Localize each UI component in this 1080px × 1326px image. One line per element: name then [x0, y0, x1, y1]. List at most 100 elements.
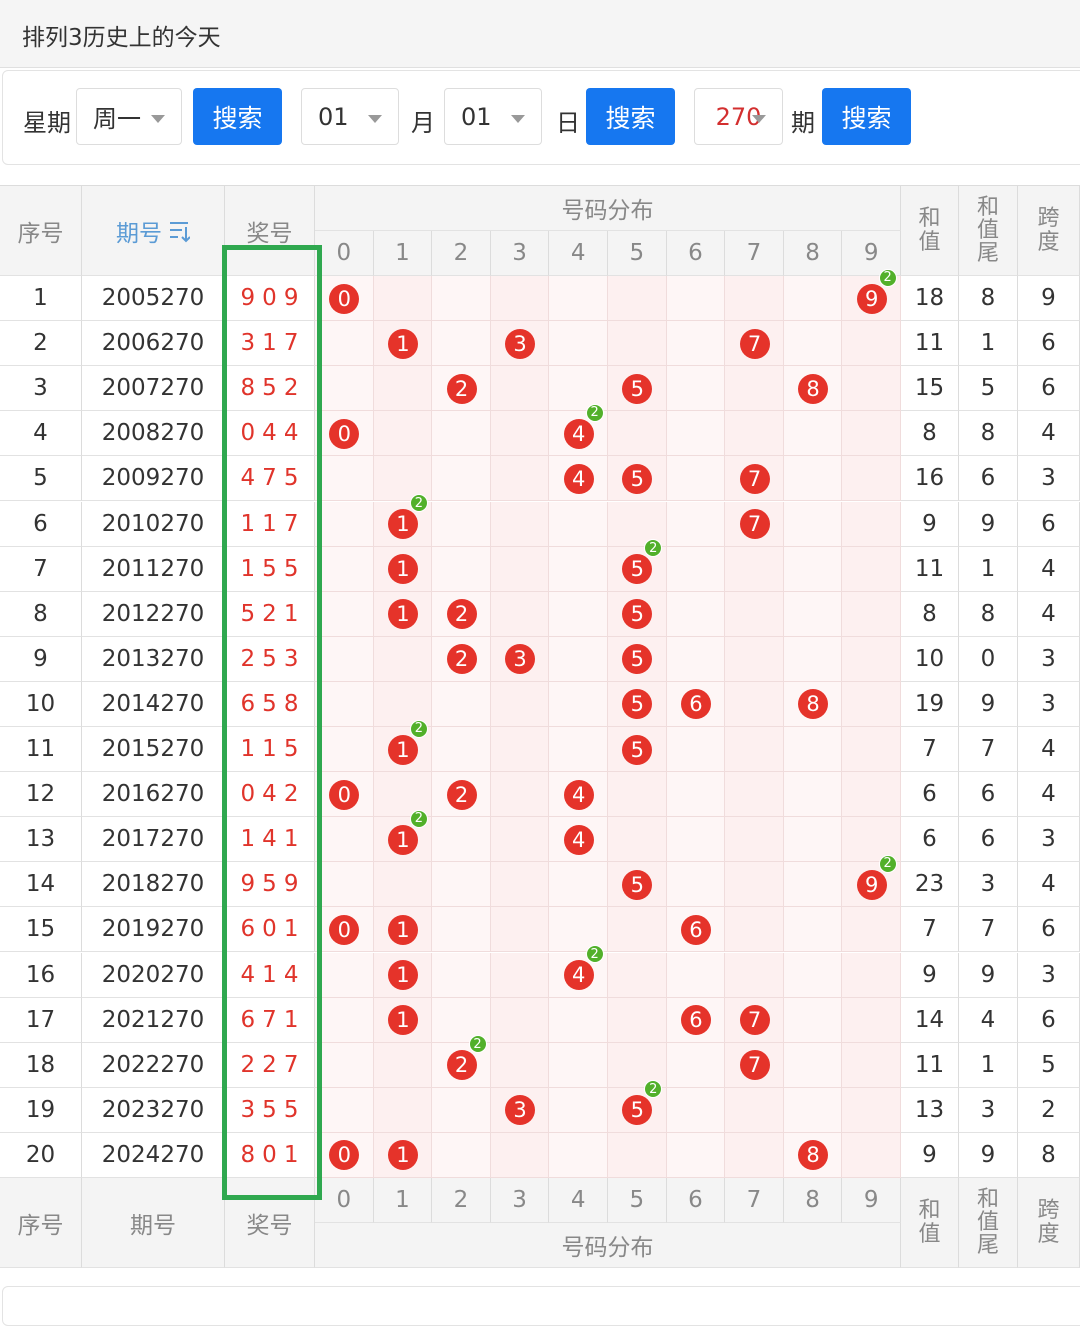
distribution-cell [315, 1087, 374, 1133]
row-sum: 7 [901, 727, 959, 773]
distribution-cell [842, 1132, 901, 1178]
repeat-badge: 2 [644, 539, 663, 558]
header-digit: 1 [373, 1178, 433, 1223]
header-digit: 4 [549, 231, 608, 276]
distribution-cell [315, 546, 374, 592]
weekday-select[interactable]: 周一 [76, 88, 182, 145]
distribution-cell [842, 411, 901, 457]
distribution-cell [549, 681, 608, 727]
distribution-cell [490, 456, 550, 502]
header-digit: 3 [490, 1178, 550, 1223]
number-ball: 5 [622, 373, 653, 404]
repeat-badge: 2 [409, 494, 428, 513]
distribution-cell [783, 1042, 843, 1088]
row-issue: 2008270 [82, 411, 225, 457]
distribution-cell [432, 276, 491, 322]
distribution-cell [725, 1087, 784, 1133]
row-index: 3 [0, 366, 82, 412]
distribution-cell [549, 276, 608, 322]
number-ball: 1 [387, 824, 418, 855]
header-span: 跨度 [1018, 1178, 1080, 1268]
distribution-cell [315, 817, 374, 863]
row-number: 042 [225, 772, 315, 818]
distribution-cell [666, 1132, 726, 1178]
row-number: 658 [225, 681, 315, 727]
distribution-cell [490, 501, 550, 547]
distribution-cell [725, 952, 784, 998]
distribution-cell [842, 591, 901, 637]
distribution-cell [666, 456, 726, 502]
distribution-cell [608, 1132, 667, 1178]
row-span: 2 [1018, 1087, 1080, 1133]
distribution-cell [725, 1132, 784, 1178]
number-ball: 0 [329, 1140, 360, 1171]
row-sum-tail: 3 [959, 862, 1018, 908]
row-sum: 19 [901, 681, 959, 727]
distribution-cell [783, 546, 843, 592]
header-digit: 2 [432, 231, 491, 276]
row-sum: 9 [901, 501, 959, 547]
number-ball: 9 [856, 283, 887, 314]
distribution-cell [666, 727, 726, 773]
header-digit: 0 [315, 1178, 374, 1223]
distribution-cell [315, 501, 374, 547]
row-number: 155 [225, 546, 315, 592]
issue-input[interactable]: 270 [694, 88, 783, 145]
header-sum-tail-text: 和值尾 [976, 194, 999, 267]
row-sum-tail: 6 [959, 772, 1018, 818]
header-number: 奖号 [225, 1178, 315, 1268]
distribution-cell [315, 366, 374, 412]
distribution-cell [432, 862, 491, 908]
row-sum-tail: 8 [959, 591, 1018, 637]
number-ball: 7 [739, 328, 770, 359]
header-digit: 1 [373, 231, 433, 276]
distribution-cell [490, 321, 550, 367]
month-select[interactable]: 01 [301, 88, 399, 145]
row-sum: 7 [901, 907, 959, 953]
repeat-badge: 2 [409, 719, 428, 738]
row-index: 1 [0, 276, 82, 322]
row-sum-tail: 0 [959, 636, 1018, 682]
number-ball: 3 [505, 1095, 536, 1126]
number-ball: 7 [739, 463, 770, 494]
search-button[interactable]: 搜索 [193, 88, 282, 145]
number-ball: 4 [563, 418, 594, 449]
row-issue: 2015270 [82, 727, 225, 773]
number-ball: 2 [446, 1050, 477, 1081]
header-sum: 和值 [901, 186, 959, 276]
distribution-cell [842, 1087, 901, 1133]
distribution-cell [373, 907, 433, 953]
distribution-cell [842, 636, 901, 682]
number-ball: 1 [387, 328, 418, 359]
distribution-cell [549, 321, 608, 367]
row-number: 475 [225, 456, 315, 502]
row-sum-tail: 7 [959, 907, 1018, 953]
row-sum-tail: 7 [959, 727, 1018, 773]
row-issue: 2024270 [82, 1132, 225, 1178]
row-issue: 2013270 [82, 636, 225, 682]
number-ball: 0 [329, 914, 360, 945]
repeat-badge: 2 [585, 403, 604, 422]
distribution-cell [666, 591, 726, 637]
row-sum-tail: 1 [959, 1042, 1018, 1088]
distribution-cell [432, 772, 491, 818]
number-ball: 1 [387, 554, 418, 585]
distribution-cell [490, 862, 550, 908]
row-index: 18 [0, 1042, 82, 1088]
distribution-cell [666, 501, 726, 547]
distribution-cell [490, 997, 550, 1043]
number-ball: 0 [329, 418, 360, 449]
sort-icon[interactable] [168, 219, 190, 243]
search-button[interactable]: 搜索 [586, 88, 675, 145]
distribution-cell [783, 862, 843, 908]
day-select[interactable]: 01 [444, 88, 542, 145]
row-sum-tail: 3 [959, 1087, 1018, 1133]
distribution-cell [432, 952, 491, 998]
row-number: 852 [225, 366, 315, 412]
header-digit: 8 [783, 1178, 843, 1223]
number-ball: 0 [329, 283, 360, 314]
search-button[interactable]: 搜索 [822, 88, 911, 145]
row-sum: 6 [901, 817, 959, 863]
distribution-cell [432, 907, 491, 953]
row-sum: 14 [901, 997, 959, 1043]
